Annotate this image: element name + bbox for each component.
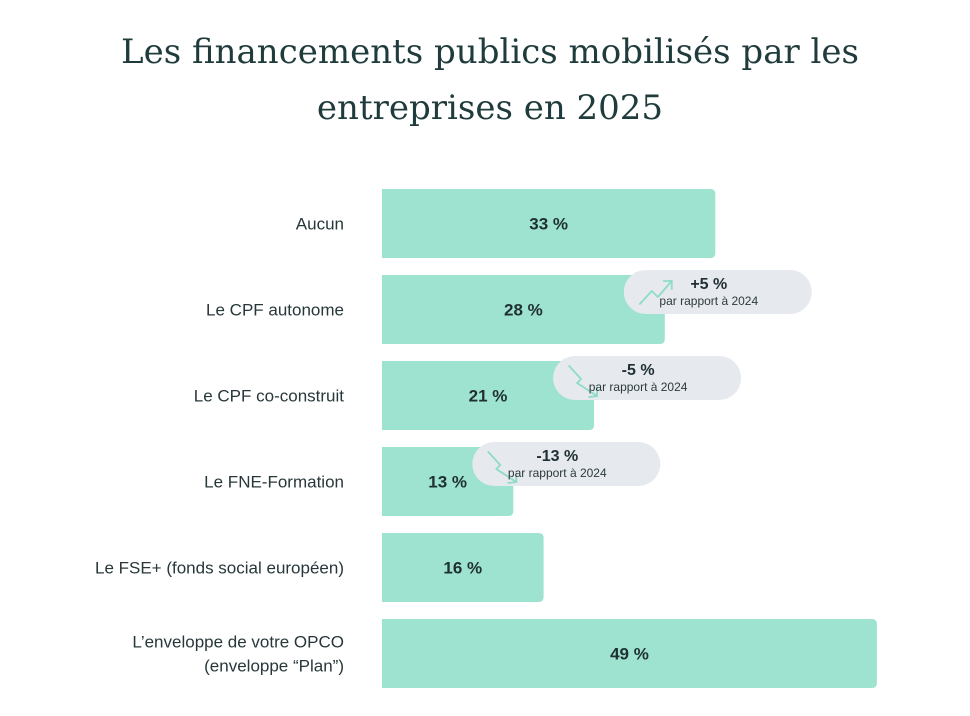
trend-delta-1: -5 % [622, 362, 655, 379]
trend-down-icon [487, 451, 518, 483]
trend-delta-0: +5 % [690, 276, 727, 293]
bar-value-label-0: 33 % [529, 215, 568, 234]
trend-badge-2 [472, 442, 661, 486]
trend-up-icon-arrowhead [662, 280, 673, 290]
bar-0 [382, 189, 716, 258]
bar-4 [382, 533, 544, 602]
trend-badge-1 [553, 356, 742, 400]
category-label-5-line-0: L’enveloppe de votre OPCO [132, 633, 344, 652]
trend-note-0: par rapport à 2024 [659, 294, 758, 308]
bar-value-label-1: 28 % [504, 301, 543, 320]
trend-down-icon [568, 365, 598, 397]
trend-down-icon-arrowhead [588, 387, 598, 398]
bar-2 [382, 361, 595, 430]
category-label-2: Le CPF co-construit [194, 387, 344, 406]
bar-1 [382, 275, 665, 344]
trend-note-2: par rapport à 2024 [508, 466, 607, 480]
trend-note-1: par rapport à 2024 [589, 380, 688, 394]
trend-delta-2: -13 % [536, 448, 578, 465]
category-label-4: Le FSE+ (fonds social européen) [95, 559, 344, 578]
trend-down-icon-arrowhead [507, 473, 518, 484]
bar-value-label-4: 16 % [443, 559, 482, 578]
bar-value-label-3: 13 % [428, 473, 467, 492]
category-label-3: Le FNE-Formation [204, 473, 344, 492]
chart-title: Les financements publics mobilisés par l… [121, 32, 859, 128]
bar-5 [382, 619, 877, 688]
trend-up-icon [638, 280, 673, 305]
category-label-0: Aucun [296, 215, 344, 234]
bar-value-label-2: 21 % [469, 387, 508, 406]
category-label-5-line-1: (enveloppe “Plan”) [204, 657, 344, 676]
bar-value-label-5: 49 % [610, 645, 649, 664]
category-label-1: Le CPF autonome [206, 301, 344, 320]
